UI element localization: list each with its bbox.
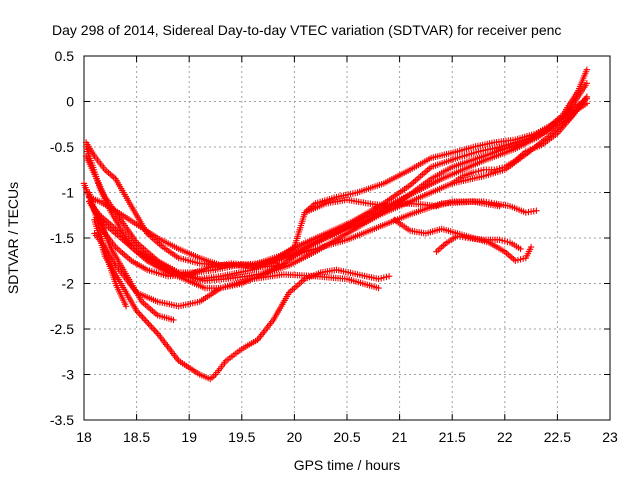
data-point <box>136 310 143 318</box>
y-tick-label: -2.5 <box>50 321 74 337</box>
x-tick-label: 19 <box>181 429 197 445</box>
data-point <box>142 317 149 324</box>
data-series-14 <box>433 232 524 255</box>
data-point <box>137 312 145 319</box>
y-tick-label: -0.5 <box>50 139 74 155</box>
y-tick-label: 0.5 <box>55 48 75 64</box>
chart-title: Day 298 of 2014, Sidereal Day-to-day VTE… <box>52 22 561 38</box>
data-series-7 <box>82 66 591 276</box>
y-tick-label: -2 <box>62 276 75 292</box>
data-point <box>375 284 382 292</box>
data-series-6 <box>86 80 591 284</box>
data-series-11 <box>91 207 130 310</box>
data-point <box>143 318 151 326</box>
data-point <box>170 316 177 324</box>
data-point <box>583 93 591 101</box>
x-tick-label: 21.5 <box>439 429 466 445</box>
x-tick-label: 21 <box>392 429 408 445</box>
x-tick-label: 23 <box>602 429 618 445</box>
y-tick-label: -3 <box>62 367 75 383</box>
data-point <box>149 325 157 332</box>
data-series-12 <box>301 196 540 216</box>
x-tick-label: 22.5 <box>544 429 571 445</box>
tick-layer: 18 18.5 19 19.5 20 20.5 21 21.5 22 22.5 23 0.5 0 -0.5… <box>50 48 618 445</box>
y-tick-label: 0 <box>66 94 74 110</box>
x-tick-label: 22 <box>497 429 513 445</box>
data-point <box>385 273 393 280</box>
y-tick-label: -3.5 <box>50 412 74 428</box>
data-point <box>527 243 535 251</box>
x-axis-label: GPS time / hours <box>294 457 401 473</box>
data-series-8 <box>91 230 382 310</box>
data-point <box>151 327 158 334</box>
data-point <box>146 322 154 329</box>
data-point <box>139 314 146 321</box>
data-series-3 <box>82 100 591 283</box>
data-series-5 <box>80 95 591 280</box>
data-series-15 <box>449 93 591 187</box>
data-point <box>517 245 524 253</box>
x-tick-label: 19.5 <box>228 429 255 445</box>
y-tick-label: -1 <box>62 185 75 201</box>
data-point <box>145 320 152 327</box>
x-tick-label: 18 <box>76 429 92 445</box>
data-point <box>140 315 148 323</box>
x-tick-label: 20.5 <box>333 429 360 445</box>
x-tick-label: 18.5 <box>123 429 150 445</box>
series-layer <box>80 66 591 383</box>
data-point <box>152 328 160 336</box>
y-axis-label: SDTVAR / TECUs <box>5 182 21 294</box>
x-tick-label: 20 <box>287 429 303 445</box>
y-tick-label: -1.5 <box>50 230 74 246</box>
data-point <box>122 303 130 310</box>
data-point <box>533 207 540 214</box>
data-point <box>583 66 591 73</box>
data-point <box>583 80 591 87</box>
